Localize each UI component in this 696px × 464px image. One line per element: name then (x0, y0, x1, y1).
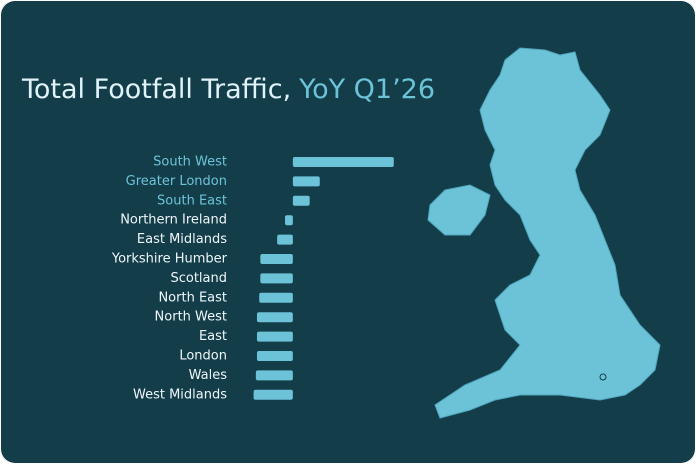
bar (292, 176, 320, 187)
bar (256, 312, 293, 323)
bar (253, 389, 293, 400)
category-label: South West (153, 155, 227, 170)
bar (277, 234, 293, 245)
category-label: East Midlands (137, 232, 227, 247)
category-label: East (199, 329, 227, 344)
uk-map (427, 47, 661, 419)
great-britain (434, 47, 661, 419)
category-label: North East (158, 290, 227, 305)
bar (259, 292, 293, 303)
category-label: Yorkshire Humber (111, 252, 228, 267)
category-label: Wales (189, 368, 228, 383)
bar (292, 195, 310, 206)
chart-title-group: Total Footfall Traffic, YoY Q1’26 (21, 74, 435, 105)
category-label: West Midlands (133, 387, 227, 402)
category-label: Northern Ireland (120, 213, 227, 228)
london-marker (599, 373, 607, 381)
bar (256, 351, 293, 361)
category-label: Greater London (126, 174, 227, 189)
bar (256, 331, 293, 342)
chart-title: Total Footfall Traffic, (21, 74, 291, 105)
category-label: London (179, 349, 227, 364)
category-label: North West (155, 310, 227, 325)
bar (260, 254, 293, 264)
northern-ireland (427, 184, 491, 236)
bar (255, 370, 293, 381)
category-label: South East (157, 193, 227, 208)
bar (260, 273, 293, 284)
chart-subtitle: YoY Q1’26 (298, 74, 435, 105)
bar (285, 215, 293, 226)
category-label: Scotland (170, 271, 227, 286)
bar (292, 157, 394, 167)
